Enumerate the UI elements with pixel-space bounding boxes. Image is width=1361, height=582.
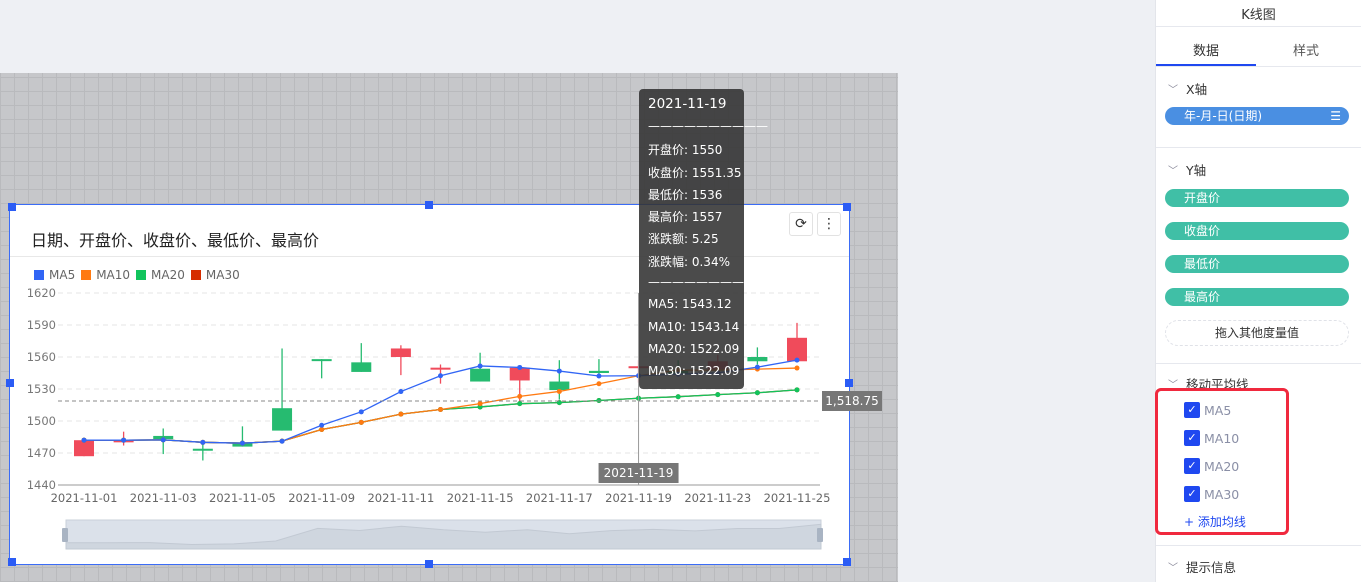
chevron-down-icon: ﹀ bbox=[1168, 166, 1178, 177]
section-y-axis[interactable]: ﹀ Y轴 bbox=[1168, 160, 1206, 179]
ma30-checkbox[interactable]: ✓ MA30 bbox=[1184, 486, 1239, 502]
tooltip-separator: —————————— bbox=[648, 119, 768, 133]
refresh-icon: ⟳ bbox=[795, 216, 807, 232]
chart-tooltip: 2021-11-19 —————————— 开盘价: 1550 收盘价: 155… bbox=[639, 89, 768, 389]
legend-label: MA5 bbox=[49, 268, 76, 282]
chart-title: 日期、开盘价、收盘价、最低价、最高价 bbox=[31, 231, 320, 250]
checkbox-label: MA10 bbox=[1204, 430, 1240, 446]
section-tooltip[interactable]: ﹀ 提示信息 bbox=[1168, 557, 1236, 576]
tooltip-date: 2021-11-19 bbox=[648, 96, 727, 112]
ma10-checkbox[interactable]: ✓ MA10 bbox=[1184, 430, 1239, 446]
section-label: 提示信息 bbox=[1186, 560, 1237, 575]
tooltip-high: 最高价: 1557 bbox=[648, 210, 723, 225]
resize-handle-top[interactable] bbox=[425, 201, 433, 209]
legend-label: MA30 bbox=[205, 268, 240, 282]
add-ma-link[interactable]: + 添加均线 bbox=[1184, 515, 1246, 529]
checkbox-label: MA5 bbox=[1204, 402, 1232, 418]
more-vertical-icon: ⋮ bbox=[822, 216, 836, 232]
legend-item-ma20[interactable]: MA20 bbox=[136, 268, 185, 282]
legend-label: MA20 bbox=[151, 268, 185, 282]
section-x-axis[interactable]: ﹀ X轴 bbox=[1168, 79, 1207, 98]
resize-handle-tr[interactable] bbox=[843, 203, 851, 211]
refresh-button[interactable]: ⟳ bbox=[789, 212, 813, 236]
tooltip-open: 开盘价: 1550 bbox=[648, 143, 723, 158]
active-tab-indicator bbox=[1156, 64, 1256, 66]
x-axis-field-pill[interactable]: 年-月-日(日期) ☰ bbox=[1165, 107, 1349, 125]
tooltip-ma5: MA5: 1543.12 bbox=[648, 297, 732, 312]
tooltip-close: 收盘价: 1551.35 bbox=[648, 165, 742, 180]
y-field-pill[interactable]: 最高价 bbox=[1165, 288, 1349, 306]
y-field-pill[interactable]: 收盘价 bbox=[1165, 222, 1349, 240]
resize-handle-right[interactable] bbox=[845, 379, 853, 387]
drop-measure-zone[interactable]: 拖入其他度量值 bbox=[1165, 320, 1349, 346]
tooltip-change-pct: 涨跌幅: 0.34% bbox=[648, 254, 730, 269]
tooltip-change: 涨跌额: 5.25 bbox=[648, 232, 719, 247]
chevron-down-icon: ﹀ bbox=[1168, 380, 1178, 391]
tooltip-separator: —————————— bbox=[648, 275, 768, 290]
resize-handle-bottom[interactable] bbox=[425, 560, 433, 568]
ma5-checkbox[interactable]: ✓ MA5 bbox=[1184, 402, 1231, 418]
tab-style[interactable]: 样式 bbox=[1292, 44, 1319, 59]
ma20-checkbox[interactable]: ✓ MA20 bbox=[1184, 458, 1239, 474]
check-icon: ✓ bbox=[1184, 458, 1200, 474]
resize-handle-br[interactable] bbox=[843, 558, 851, 566]
sort-icon[interactable]: ☰ bbox=[1330, 109, 1341, 123]
chevron-down-icon: ﹀ bbox=[1168, 563, 1178, 574]
check-icon: ✓ bbox=[1184, 486, 1200, 502]
checkbox-label: MA20 bbox=[1204, 458, 1240, 474]
legend-item-ma5[interactable]: MA5 bbox=[34, 268, 75, 282]
tab-data[interactable]: 数据 bbox=[1192, 44, 1219, 59]
section-label: Y轴 bbox=[1186, 163, 1207, 178]
chart-legend: MA5 MA10 MA20 MA30 bbox=[34, 268, 240, 282]
check-icon: ✓ bbox=[1184, 402, 1200, 418]
tooltip-ma20: MA20: 1522.09 bbox=[648, 341, 740, 356]
resize-handle-bl[interactable] bbox=[8, 558, 16, 566]
section-label: X轴 bbox=[1186, 82, 1208, 97]
panel-title: K线图 bbox=[1241, 8, 1276, 23]
highlight-box bbox=[1155, 388, 1289, 535]
legend-label: MA10 bbox=[96, 268, 131, 282]
chevron-down-icon: ﹀ bbox=[1168, 85, 1178, 96]
resize-handle-left[interactable] bbox=[6, 379, 14, 387]
field-label: 年-月-日(日期) bbox=[1184, 109, 1263, 123]
divider bbox=[10, 256, 849, 257]
legend-item-ma10[interactable]: MA10 bbox=[81, 268, 130, 282]
y-field-pill[interactable]: 开盘价 bbox=[1165, 189, 1349, 207]
tooltip-ma30: MA30: 1522.09 bbox=[648, 364, 740, 379]
legend-item-ma30[interactable]: MA30 bbox=[190, 268, 240, 282]
resize-handle-tl[interactable] bbox=[8, 203, 16, 211]
y-field-pill[interactable]: 最低价 bbox=[1165, 255, 1349, 273]
more-button[interactable]: ⋮ bbox=[817, 212, 841, 236]
config-panel: K线图 数据 样式 ﹀ X轴 年-月-日(日期) ☰ ﹀ Y轴 开盘价 收盘价 最低价… bbox=[1155, 0, 1361, 582]
check-icon: ✓ bbox=[1184, 430, 1200, 446]
checkbox-label: MA30 bbox=[1204, 486, 1240, 502]
tooltip-ma10: MA10: 1543.14 bbox=[648, 319, 740, 334]
tooltip-low: 最低价: 1536 bbox=[648, 187, 723, 202]
